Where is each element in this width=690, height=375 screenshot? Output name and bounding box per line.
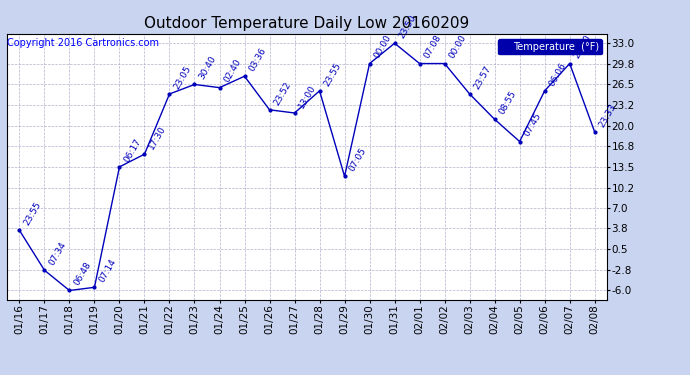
Text: 07:08: 07:08: [422, 33, 443, 60]
Text: 06:48: 06:48: [72, 261, 92, 287]
Text: 03:36: 03:36: [247, 46, 268, 73]
Text: 02:40: 02:40: [222, 58, 243, 84]
Text: 23:05: 23:05: [172, 64, 193, 91]
Text: 30:40: 30:40: [197, 54, 217, 81]
Text: 08:55: 08:55: [497, 89, 518, 116]
Text: 23:52: 23:52: [272, 80, 293, 106]
Text: 07:34: 07:34: [47, 240, 68, 267]
Text: 17:30: 17:30: [147, 124, 168, 151]
Title: Outdoor Temperature Daily Low 20160209: Outdoor Temperature Daily Low 20160209: [144, 16, 470, 31]
Text: 00:00: 00:00: [372, 33, 393, 60]
Text: 07:05: 07:05: [347, 146, 368, 173]
Text: Copyright 2016 Cartronics.com: Copyright 2016 Cartronics.com: [7, 38, 159, 48]
Text: 23:57: 23:57: [472, 64, 493, 91]
Text: 07:45: 07:45: [522, 111, 543, 138]
Text: 13:00: 13:00: [297, 83, 318, 110]
Text: 00:00: 00:00: [447, 33, 468, 60]
Text: 07:14: 07:14: [97, 257, 117, 284]
Text: 06:06: 06:06: [547, 61, 568, 88]
Text: 06:17: 06:17: [122, 137, 143, 164]
Text: 23:33: 23:33: [598, 102, 618, 129]
Text: 23:50: 23:50: [397, 13, 417, 40]
Legend: Temperature  (°F): Temperature (°F): [497, 39, 602, 54]
Text: 23:55: 23:55: [22, 200, 43, 227]
Text: 23:55: 23:55: [322, 61, 343, 88]
Text: 29:00: 29:00: [572, 34, 593, 60]
